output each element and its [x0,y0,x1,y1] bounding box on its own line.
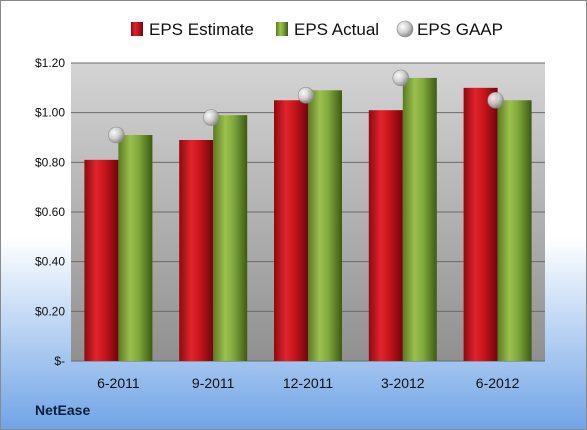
gaap-markers [108,69,504,144]
legend-label-eps-estimate: EPS Estimate [149,20,254,39]
bar-eps-actual-12-2011 [308,90,342,362]
x-tick-label: 9-2011 [192,375,235,391]
bars [84,77,532,362]
y-tick-label: $0.80 [35,155,65,169]
y-tick-label: $0.60 [35,205,65,219]
legend-label-eps-gaap: EPS GAAP [417,20,503,39]
legend-swatch-eps-estimate [131,22,143,36]
y-tick-label: $- [54,354,65,368]
y-tick-label: $0.20 [35,304,65,318]
bar-eps-estimate-6-2012 [463,87,498,361]
bar-eps-estimate-6-2011 [84,159,119,361]
marker-eps-gaap-12-2011 [297,86,315,104]
bar-eps-actual-3-2012 [402,77,437,362]
bar-eps-estimate-3-2012 [368,110,403,361]
x-tick-label: 3-2012 [381,375,425,391]
bar-eps-actual-6-2012 [497,100,532,361]
bar-eps-estimate-9-2011 [179,139,214,361]
x-tick-label: 6-2011 [97,375,140,391]
y-tick-label: $0.40 [35,255,65,269]
legend-label-eps-actual: EPS Actual [294,20,379,39]
x-tick-label: 12-2011 [283,375,334,391]
marker-eps-gaap-6-2012 [487,91,504,109]
marker-eps-gaap-6-2011 [108,126,125,144]
marker-eps-gaap-3-2012 [392,69,410,87]
legend-swatch-eps-gaap [396,20,414,38]
marker-eps-gaap-9-2011 [202,109,220,126]
y-tick-label: $1.20 [35,56,65,70]
company-name: NetEase [35,402,90,418]
bar-eps-actual-6-2011 [118,135,153,361]
x-axis-labels: 6-2011 9-2011 12-2011 3-2012 6-2012 [97,375,519,391]
bar-eps-estimate-12-2011 [274,100,308,361]
x-tick-label: 6-2012 [476,375,520,391]
y-axis-ticks: $- $0.20 $0.40 $0.60 $0.80 $1.00 $1.20 [35,56,65,368]
legend-swatch-eps-actual [276,22,288,36]
legend: EPS Estimate EPS Actual EPS GAAP [131,20,503,39]
bar-eps-actual-9-2011 [213,115,248,362]
y-tick-label: $1.00 [35,106,65,120]
